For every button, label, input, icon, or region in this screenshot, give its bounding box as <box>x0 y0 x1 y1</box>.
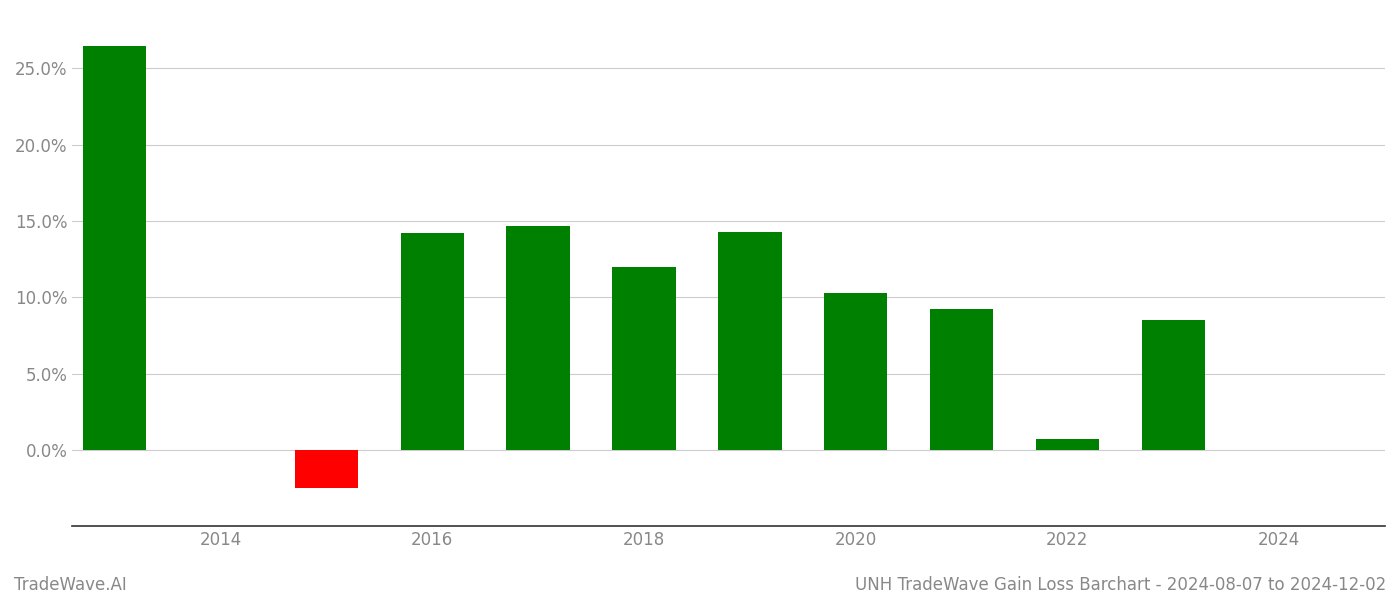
Bar <box>507 226 570 450</box>
Text: UNH TradeWave Gain Loss Barchart - 2024-08-07 to 2024-12-02: UNH TradeWave Gain Loss Barchart - 2024-… <box>855 576 1386 594</box>
Bar <box>400 233 463 450</box>
Bar <box>612 267 676 450</box>
Bar <box>930 310 994 450</box>
Bar <box>1141 320 1205 450</box>
Bar <box>1036 439 1099 450</box>
Bar <box>718 232 781 450</box>
Bar <box>825 293 888 450</box>
Bar <box>83 46 147 450</box>
Bar <box>294 450 358 488</box>
Text: TradeWave.AI: TradeWave.AI <box>14 576 127 594</box>
